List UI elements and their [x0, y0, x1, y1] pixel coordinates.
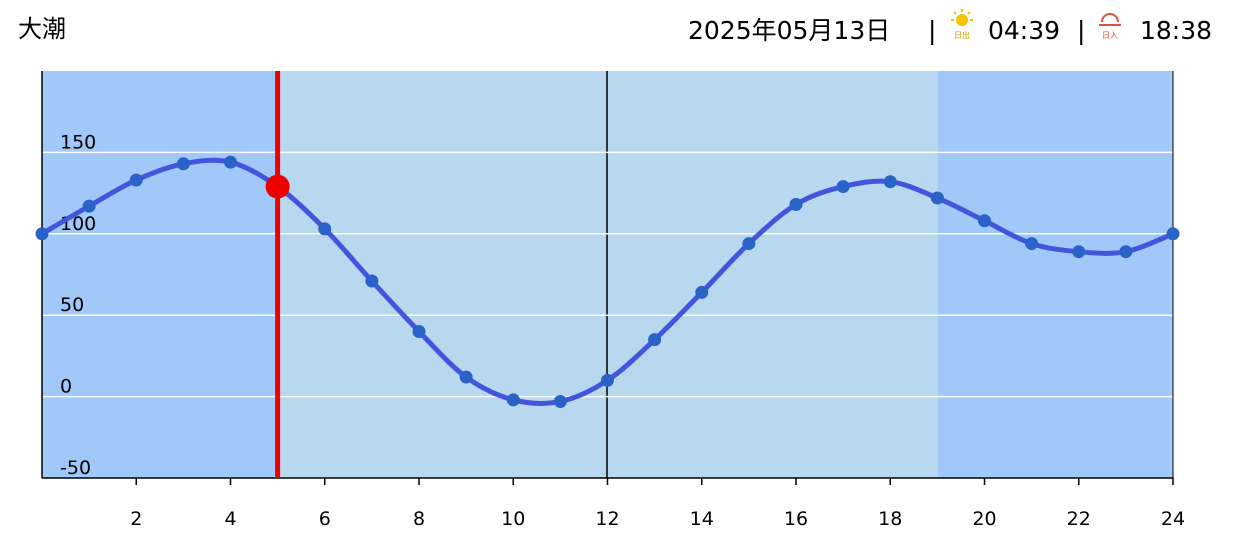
sunrise-time: 04:39	[988, 16, 1060, 45]
sunset-time: 18:38	[1140, 16, 1212, 45]
sunset-label: 日入	[1102, 31, 1118, 40]
y-tick-label: 0	[60, 376, 72, 398]
tide-point	[1119, 245, 1133, 259]
tide-point	[412, 324, 426, 338]
tide-point	[82, 199, 96, 213]
tide-point	[648, 333, 662, 347]
sunrise-icon: 日出	[951, 9, 973, 40]
y-tick-label: 100	[60, 213, 96, 235]
x-tick-label: 16	[784, 508, 808, 530]
sunset-icon: 日入	[1099, 13, 1121, 40]
tide-point	[318, 222, 332, 236]
tide-point	[35, 227, 49, 241]
x-tick-label: 8	[413, 508, 425, 530]
tide-point	[883, 175, 897, 189]
x-tick-label: 4	[224, 508, 236, 530]
date: 2025年05月13日	[688, 16, 890, 45]
header-info: 2025年05月13日 | 日出 04:39 | 日入 18:38	[688, 9, 1212, 45]
x-tick-label: 22	[1067, 508, 1091, 530]
tide-point	[224, 155, 237, 169]
tide-point	[695, 285, 709, 299]
tide-point	[742, 237, 756, 251]
x-tick-label: 24	[1161, 508, 1185, 530]
night-band	[938, 71, 1173, 478]
x-tick-label: 10	[501, 508, 525, 530]
y-tick-label: 150	[60, 131, 96, 153]
tide-point	[553, 394, 567, 408]
tide-point	[176, 157, 190, 171]
x-tick-label: 20	[972, 508, 996, 530]
tide-point	[1072, 245, 1086, 259]
tide-point	[930, 191, 944, 205]
tide-point	[459, 370, 473, 384]
y-tick-label: -50	[60, 457, 91, 479]
separator: |	[928, 16, 936, 45]
tide-point	[601, 373, 614, 387]
night-band	[42, 71, 277, 478]
tide-name: 大潮	[18, 15, 66, 43]
y-tick-label: 50	[60, 294, 84, 316]
tide-point	[1166, 227, 1180, 241]
tide-point	[789, 197, 803, 211]
tide-point	[506, 393, 520, 407]
tide-point	[836, 180, 850, 194]
x-tick-label: 18	[878, 508, 902, 530]
separator: |	[1077, 16, 1085, 45]
tide-point	[365, 274, 379, 288]
plot	[42, 71, 1173, 478]
current-point	[265, 174, 290, 199]
tide-point	[129, 173, 143, 187]
sunrise-label: 日出	[954, 30, 970, 40]
x-tick-label: 12	[595, 508, 619, 530]
tide-point	[1025, 237, 1039, 251]
x-tick-label: 2	[130, 508, 142, 530]
tide-point	[978, 214, 991, 228]
x-tick-label: 14	[690, 508, 714, 530]
x-tick-label: 6	[319, 508, 331, 530]
